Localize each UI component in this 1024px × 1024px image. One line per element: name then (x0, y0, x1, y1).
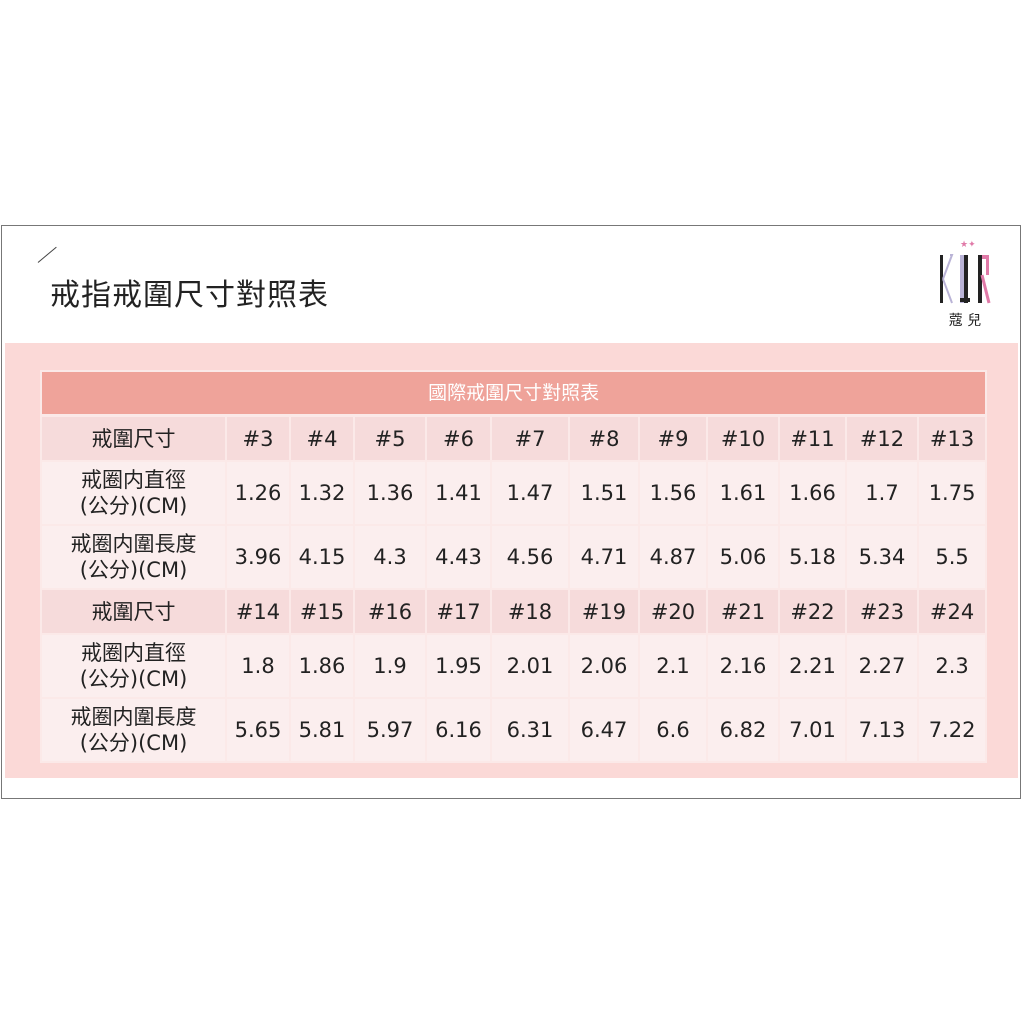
table-cell: 1.56 (638, 460, 708, 526)
table-cell: 4.56 (490, 524, 570, 590)
table-cell: 1.75 (916, 460, 988, 526)
table-cell: 3.96 (225, 524, 291, 590)
row-label: 戒圈内直徑 (公分)(CM) (40, 633, 227, 699)
table-cell: 1.66 (778, 460, 847, 526)
table-cell: 7.22 (916, 697, 988, 763)
table-cell: #5 (353, 414, 427, 462)
row-label-line: (公分)(CM) (79, 558, 188, 582)
table-cell: 2.06 (568, 633, 640, 699)
table-cell: #15 (289, 588, 355, 635)
row-label-line: 戒圈内直徑 (81, 468, 186, 492)
table-cell: 1.95 (425, 633, 492, 699)
table-cell: #22 (778, 588, 847, 635)
table-cell: 1.26 (225, 460, 291, 526)
table-cell: 1.7 (845, 460, 919, 526)
table-cell: #7 (490, 414, 570, 462)
size-row: 戒圍尺寸 #3 #4 #5 #6 #7 #8 #9 #10 #11 #12 #13 (40, 414, 988, 462)
table-cell: #17 (425, 588, 492, 635)
table-cell: 5.34 (845, 524, 919, 590)
table-cell: #9 (638, 414, 708, 462)
table-cell: 5.06 (706, 524, 780, 590)
table-cell: 7.01 (778, 697, 847, 763)
table-cell: 1.32 (289, 460, 355, 526)
ring-size-table: 國際戒圍尺寸對照表 戒圍尺寸 #3 #4 #5 #6 #7 #8 #9 #10 #11 #12 #13 戒… (39, 370, 988, 763)
table-cell: 6.6 (638, 697, 708, 763)
table-cell: 5.5 (916, 524, 988, 590)
diameter-row: 戒圈内直徑 (公分)(CM) 1.26 1.32 1.36 1.41 1.47 1.51 1.5… (40, 460, 988, 526)
table-cell: 5.81 (289, 697, 355, 763)
table-cell: 6.16 (425, 697, 492, 763)
row-label-line: (公分)(CM) (79, 731, 188, 755)
kor-logo: ★✦ 蔻 兒 (940, 240, 991, 329)
table-cell: 4.71 (568, 524, 640, 590)
table-cell: 1.47 (490, 460, 570, 526)
page-title: 戒指戒圍尺寸對照表 (50, 278, 329, 313)
row-label: 戒圍尺寸 (40, 588, 227, 635)
circumference-row: 戒圈内圍長度 (公分)(CM) 3.96 4.15 4.3 4.43 4.56 4.71 4.8… (40, 524, 988, 590)
table-cell: 5.97 (353, 697, 427, 763)
table-cell: 5.65 (225, 697, 291, 763)
table-cell: 1.36 (353, 460, 427, 526)
circumference-row: 戒圈内圍長度 (公分)(CM) 5.65 5.81 5.97 6.16 6.31 6.47 6.… (40, 697, 988, 763)
table-cell: 1.8 (225, 633, 291, 699)
row-label-line: 戒圈内圍長度 (70, 532, 197, 556)
table-cell: 1.9 (353, 633, 427, 699)
table-cell: #13 (916, 414, 988, 462)
table-cell: 2.3 (916, 633, 988, 699)
row-label-line: 戒圈内圍長度 (70, 705, 197, 729)
table-cell: 6.82 (706, 697, 780, 763)
table-cell: #19 (568, 588, 640, 635)
logo-subtitle: 蔻 兒 (949, 313, 981, 329)
row-label: 戒圈内直徑 (公分)(CM) (40, 460, 227, 526)
table-cell: 6.31 (490, 697, 570, 763)
row-label-line: (公分)(CM) (79, 494, 188, 518)
table-cell: #21 (706, 588, 780, 635)
row-label: 戒圈内圍長度 (公分)(CM) (40, 697, 227, 763)
table-cell: 1.86 (289, 633, 355, 699)
table-cell: #20 (638, 588, 708, 635)
table-cell: #4 (289, 414, 355, 462)
table-cell: 4.43 (425, 524, 492, 590)
table-cell: 2.01 (490, 633, 570, 699)
table-cell: 6.47 (568, 697, 640, 763)
table-cell: #11 (778, 414, 847, 462)
table-cell: #23 (845, 588, 919, 635)
table-cell: #10 (706, 414, 780, 462)
table-cell: #14 (225, 588, 291, 635)
table-cell: #16 (353, 588, 427, 635)
row-label: 戒圍尺寸 (40, 414, 227, 462)
table-cell: #24 (916, 588, 988, 635)
table-cell: 7.13 (845, 697, 919, 763)
table-cell: #8 (568, 414, 640, 462)
size-row: 戒圍尺寸 #14 #15 #16 #17 #18 #19 #20 #21 #22 #23 #24 (40, 588, 988, 635)
table-cell: 2.27 (845, 633, 919, 699)
table-cell: #18 (490, 588, 570, 635)
table-cell: #12 (845, 414, 919, 462)
table-cell: 4.15 (289, 524, 355, 590)
svg-text:★✦: ★✦ (960, 240, 976, 250)
table-cell: 4.87 (638, 524, 708, 590)
table-cell: 1.61 (706, 460, 780, 526)
table-cell: 1.41 (425, 460, 492, 526)
table-cell: #3 (225, 414, 291, 462)
diameter-row: 戒圈内直徑 (公分)(CM) 1.8 1.86 1.9 1.95 2.01 2.06 2.1 2.… (40, 633, 988, 699)
table-cell: 2.1 (638, 633, 708, 699)
table-cell: 1.51 (568, 460, 640, 526)
table-cell: 4.3 (353, 524, 427, 590)
row-label: 戒圈内圍長度 (公分)(CM) (40, 524, 227, 590)
table-cell: 5.18 (778, 524, 847, 590)
row-label-line: (公分)(CM) (79, 667, 188, 691)
table-cell: #6 (425, 414, 492, 462)
table-cell: 2.21 (778, 633, 847, 699)
table-cell: 2.16 (706, 633, 780, 699)
table-caption: 國際戒圍尺寸對照表 (39, 370, 988, 417)
row-label-line: 戒圈内直徑 (81, 641, 186, 665)
